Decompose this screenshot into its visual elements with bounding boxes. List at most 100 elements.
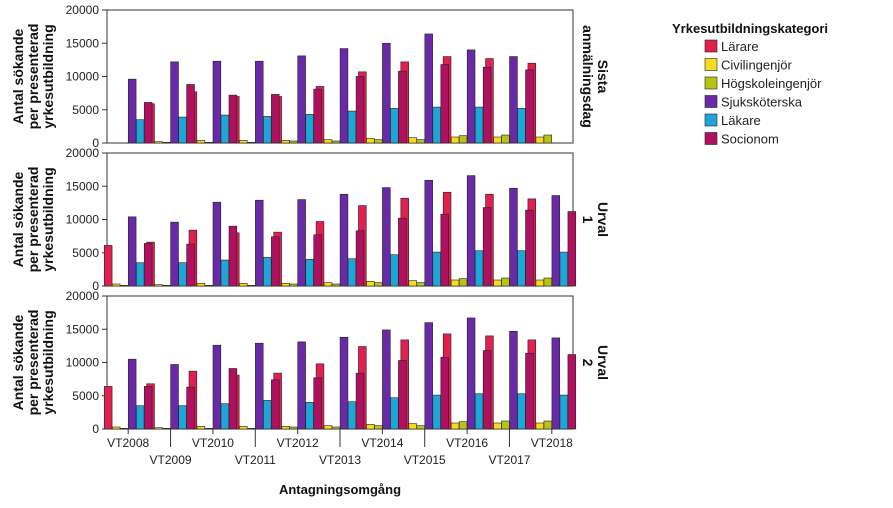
legend-label-Socionom: Socionom bbox=[721, 132, 779, 147]
bar-Socionom-VT2011 bbox=[271, 94, 280, 144]
bar-Civilingenjör-VT2016 bbox=[450, 279, 460, 287]
bar-Högskoleingenjör-VT2018 bbox=[543, 277, 553, 287]
bar-Högskoleingenjör-VT2010 bbox=[204, 285, 214, 287]
chart-panels: 0 5000 10000 15000 20000 Antal sökandeper pre… bbox=[10, 3, 611, 436]
bar-Högskoleingenjör-VT2016 bbox=[458, 421, 468, 430]
bar-Civilingenjör-VT2018 bbox=[535, 422, 545, 430]
legend-label-Lärare: Lärare bbox=[721, 39, 759, 54]
bar-Högskoleingenjör-VT2009 bbox=[162, 285, 171, 287]
bar-Civilingenjör-VT2018 bbox=[535, 279, 545, 287]
bar-Läkare-VT2017 bbox=[517, 108, 526, 144]
bar-Sjuksköterska-VT2011 bbox=[255, 342, 264, 430]
bar-Civilingenjör-VT2015 bbox=[408, 423, 417, 430]
y-tick-label: 10000 bbox=[66, 213, 100, 227]
bar-Socionom-VT2009 bbox=[186, 243, 195, 287]
bar-Läkare-VT2012 bbox=[305, 259, 314, 287]
bar-Civilingenjör-VT2010 bbox=[196, 283, 206, 287]
bar-Läkare-VT2013 bbox=[347, 110, 357, 144]
bar-Socionom-VT2013 bbox=[355, 372, 365, 430]
bar-Högskoleingenjör-VT2009 bbox=[162, 142, 171, 144]
legend-title: Yrkesutbildningskategori bbox=[672, 21, 828, 36]
bar-Civilingenjör-VT2018 bbox=[535, 136, 545, 144]
bar-Läkare-VT2014 bbox=[390, 397, 399, 430]
bar-Högskoleingenjör-VT2017 bbox=[501, 277, 510, 287]
bar-Läkare-VT2010 bbox=[220, 259, 230, 287]
x-tick-label: VT2011 bbox=[235, 453, 276, 467]
bar-Civilingenjör-VT2010 bbox=[196, 426, 206, 430]
bar-Högskoleingenjör-VT2014 bbox=[374, 139, 383, 144]
bar-Sjuksköterska-VT2014 bbox=[382, 329, 391, 430]
y-tick-label: 20000 bbox=[66, 3, 100, 17]
bar-Socionom-VT2014 bbox=[398, 70, 407, 144]
bar-Socionom-VT2008 bbox=[143, 386, 153, 430]
bar-Socionom-VT2018 bbox=[567, 211, 577, 287]
facet-label: Urval1 bbox=[580, 202, 611, 237]
bar-Läkare-VT2016 bbox=[474, 393, 484, 430]
legend-swatch-Civilingenjör bbox=[704, 58, 718, 71]
bar-Civilingenjör-VT2017 bbox=[493, 136, 502, 144]
bar-Civilingenjör-VT2010 bbox=[196, 140, 206, 144]
legend-label-Sjuksköterska: Sjuksköterska bbox=[721, 95, 803, 110]
bar-Sjuksköterska-VT2008 bbox=[127, 216, 137, 287]
bar-Civilingenjör-VT2014 bbox=[366, 424, 375, 430]
bar-Sjuksköterska-VT2017 bbox=[509, 187, 518, 287]
legend-label-Högskoleingenjör: Högskoleingenjör bbox=[721, 76, 822, 91]
bar-Sjuksköterska-VT2016 bbox=[466, 49, 476, 144]
bar-Civilingenjör-VT2013 bbox=[323, 282, 333, 287]
bar-Civilingenjör-VT2017 bbox=[493, 279, 502, 287]
bar-Högskoleingenjör-VT2011 bbox=[247, 428, 256, 430]
bar-Civilingenjör-VT2014 bbox=[366, 281, 375, 287]
bar-Högskoleingenjör-VT2017 bbox=[501, 420, 510, 430]
legend-items: Lärare Civilingenjör Högskoleingenjör Sjuks… bbox=[704, 39, 822, 147]
bar-Socionom-VT2010 bbox=[228, 94, 238, 144]
y-tick-label: 15000 bbox=[66, 179, 100, 193]
bar-Läkare-VT2011 bbox=[263, 116, 272, 144]
bar-Sjuksköterska-VT2013 bbox=[339, 193, 349, 287]
y-axis-title: Antal sökandeper presenteradyrkesutbildn… bbox=[10, 24, 56, 130]
bar-Läkare-VT2008 bbox=[135, 119, 145, 144]
bar-Socionom-VT2009 bbox=[186, 386, 195, 430]
bar-Högskoleingenjör-VT2010 bbox=[204, 142, 214, 144]
bar-Socionom-VT2012 bbox=[313, 234, 322, 287]
bar-Socionom-VT2017 bbox=[525, 352, 534, 430]
bar-Sjuksköterska-VT2010 bbox=[212, 344, 222, 430]
bar-Sjuksköterska-VT2011 bbox=[255, 60, 264, 144]
bar-Civilingenjör-VT2017 bbox=[493, 422, 502, 430]
bar-Sjuksköterska-VT2008 bbox=[127, 78, 137, 144]
bar-Socionom-VT2016 bbox=[482, 207, 492, 287]
y-tick-label: 20000 bbox=[66, 146, 100, 160]
bar-Läkare-VT2011 bbox=[263, 257, 272, 287]
bar-Civilingenjör-VT2012 bbox=[281, 140, 290, 144]
bar-Civilingenjör-VT2008 bbox=[111, 283, 121, 287]
bar-Socionom-VT2016 bbox=[482, 350, 492, 430]
bar-Civilingenjör-VT2012 bbox=[281, 426, 290, 430]
bar-Socionom-VT2011 bbox=[271, 236, 280, 287]
bar-Socionom-VT2014 bbox=[398, 360, 407, 430]
bar-Sjuksköterska-VT2015 bbox=[424, 179, 433, 287]
y-tick-label: 20000 bbox=[66, 289, 100, 303]
x-tick-label: VT2012 bbox=[277, 436, 319, 450]
bar-Sjuksköterska-VT2013 bbox=[339, 336, 349, 430]
y-tick-label: 0 bbox=[92, 422, 99, 436]
bar-Sjuksköterska-VT2011 bbox=[255, 199, 264, 287]
bar-Läkare-VT2014 bbox=[390, 108, 399, 144]
bar-Civilingenjör-VT2016 bbox=[450, 136, 460, 144]
legend-swatch-Lärare bbox=[704, 39, 718, 53]
panel-2: 0 5000 10000 15000 20000 Antal sökandeper pre… bbox=[10, 146, 611, 293]
bar-Högskoleingenjör-VT2008 bbox=[119, 428, 129, 430]
bar-Högskoleingenjör-VT2018 bbox=[543, 134, 553, 144]
bar-Socionom-VT2013 bbox=[355, 230, 365, 287]
bar-Civilingenjör-VT2016 bbox=[450, 422, 460, 430]
bar-Högskoleingenjör-VT2012 bbox=[289, 283, 298, 287]
bar-Sjuksköterska-VT2009 bbox=[170, 364, 179, 430]
bar-Läkare-VT2009 bbox=[178, 116, 187, 144]
bar-Läkare-VT2011 bbox=[263, 400, 272, 430]
x-tick-label: VT2009 bbox=[150, 453, 192, 467]
bar-Högskoleingenjör-VT2010 bbox=[204, 428, 214, 430]
bar-Högskoleingenjör-VT2016 bbox=[458, 278, 468, 287]
bar-Högskoleingenjör-VT2012 bbox=[289, 426, 298, 430]
bar-Civilingenjör-VT2013 bbox=[323, 425, 333, 430]
legend-swatch-Socionom bbox=[704, 132, 718, 145]
bar-Sjuksköterska-VT2013 bbox=[339, 48, 349, 144]
bar-Socionom-VT2011 bbox=[271, 379, 280, 430]
